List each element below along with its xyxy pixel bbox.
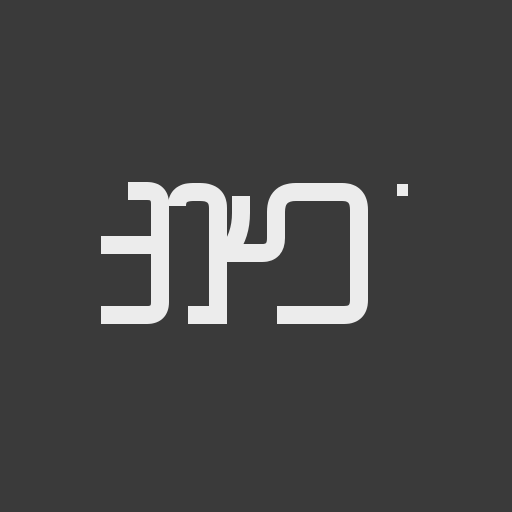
logo-glyph-2 [171, 192, 218, 315]
logo-glyph-1 [101, 191, 160, 315]
logo-dot [397, 184, 408, 196]
logo-glyph-3 [227, 192, 359, 315]
